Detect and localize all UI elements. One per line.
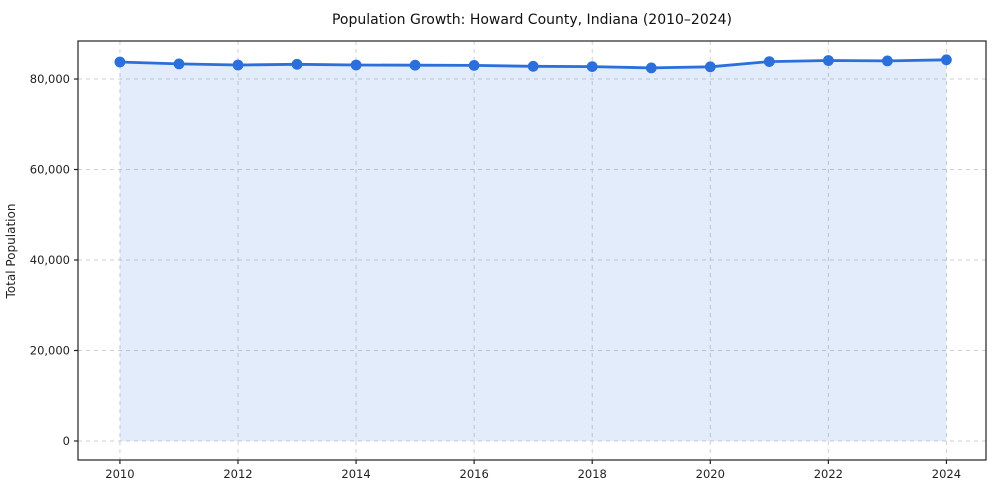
x-tick-label: 2022	[814, 467, 843, 481]
y-tick-label: 40,000	[30, 253, 70, 267]
x-tick-label: 2018	[578, 467, 607, 481]
y-tick-label: 80,000	[30, 72, 70, 86]
x-tick-label: 2020	[696, 467, 725, 481]
x-tick-label: 2010	[105, 467, 134, 481]
chart-title: Population Growth: Howard County, Indian…	[331, 12, 733, 28]
data-point	[763, 56, 775, 67]
data-point	[173, 58, 185, 70]
data-point	[232, 59, 244, 71]
data-point	[882, 55, 893, 67]
data-point	[468, 60, 480, 71]
x-tick-label: 2014	[341, 467, 370, 481]
y-tick-label: 0	[63, 434, 70, 448]
y-tick-label: 20,000	[30, 343, 70, 357]
plot-border	[77, 40, 987, 461]
data-point	[941, 54, 952, 66]
data-point	[586, 61, 598, 72]
data-point	[350, 59, 362, 71]
data-point	[645, 62, 657, 74]
area-fill	[119, 59, 947, 442]
data-point	[527, 60, 539, 72]
y-tick-label: 60,000	[30, 163, 70, 177]
data-point	[291, 58, 303, 70]
data-point	[114, 56, 126, 68]
x-tick-label: 2012	[223, 467, 252, 481]
data-point	[409, 59, 421, 71]
x-tick-label: 2024	[932, 467, 961, 481]
data-point	[704, 61, 716, 73]
x-tick-label: 2016	[460, 467, 489, 481]
data-point	[823, 55, 834, 66]
